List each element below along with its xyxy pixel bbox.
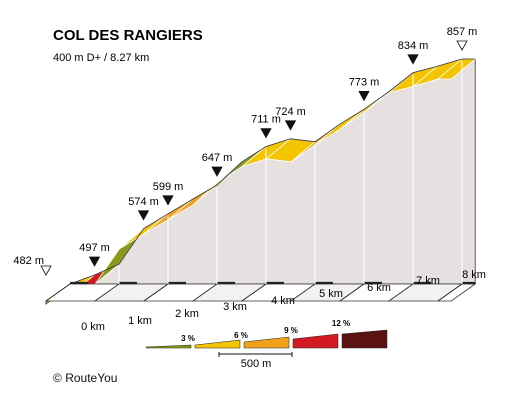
legend-swatch <box>145 344 192 349</box>
climb-marker <box>137 210 150 221</box>
legend-label: 9 % <box>284 326 298 335</box>
elevation-label: 834 m <box>398 40 429 52</box>
climb-marker <box>88 256 101 267</box>
elevation-label: 724 m <box>275 106 306 118</box>
gradient-legend: 3 % 6 % 9 % 12 % 500 m <box>145 319 388 370</box>
climb-marker <box>456 40 468 51</box>
climb-marker <box>407 54 419 65</box>
chart-title: COL DES RANGIERS <box>53 27 203 44</box>
routeyou-brand: RouteYou <box>65 371 118 385</box>
legend-swatch <box>194 339 241 349</box>
legend-label: 12 % <box>332 319 350 328</box>
x-tick-label: 3 km <box>223 301 247 313</box>
x-tick-label: 0 km <box>81 321 105 333</box>
km-band-divider <box>143 283 169 302</box>
climb-marker <box>40 265 52 276</box>
elevation-label: 497 m <box>79 242 110 254</box>
elevation-label: 711 m <box>251 114 281 126</box>
elevation-label: 574 m <box>128 196 159 208</box>
x-tick-label: 7 km <box>416 275 440 287</box>
x-tick-label: 8 km <box>462 269 486 281</box>
x-tick-label: 5 km <box>319 288 343 300</box>
legend-label: 6 % <box>234 331 248 340</box>
profile-side-face <box>69 58 476 285</box>
elevation-label: 647 m <box>202 152 233 164</box>
scale-label: 500 m <box>241 358 272 370</box>
climb-marker <box>162 195 174 206</box>
profile-ridge-line <box>69 58 476 285</box>
elevation-label: 599 m <box>153 181 184 193</box>
climb-marker <box>284 120 297 131</box>
x-tick-label: 1 km <box>128 315 152 327</box>
km-band-divider <box>45 283 71 302</box>
x-tick-labels: 0 km 1 km 2 km 3 km 4 km 5 km 6 km 7 km 8 km <box>81 269 486 333</box>
legend-swatch <box>341 329 388 349</box>
km-band-divider <box>437 283 463 302</box>
legend-swatch <box>292 333 339 349</box>
x-tick-label: 4 km <box>271 295 295 307</box>
climb-marker <box>260 128 272 139</box>
elevation-label: 773 m <box>349 76 380 88</box>
legend-swatch <box>243 336 290 349</box>
km-band-divider <box>241 283 267 302</box>
climb-marker <box>211 166 223 177</box>
legend-label: 3 % <box>181 334 195 343</box>
km-band-divider <box>339 283 365 302</box>
x-tick-label: 6 km <box>367 282 391 294</box>
copyright-notice: © RouteYou <box>53 371 117 385</box>
climb-marker <box>358 91 370 102</box>
chart-subtitle: 400 m D+ / 8.27 km <box>53 52 149 64</box>
elevation-label: 482 m <box>13 255 44 267</box>
copyright-symbol: © <box>53 371 62 385</box>
profile-group <box>44 58 477 305</box>
elevation-label: 857 m <box>447 26 478 38</box>
x-tick-label: 2 km <box>175 308 199 320</box>
